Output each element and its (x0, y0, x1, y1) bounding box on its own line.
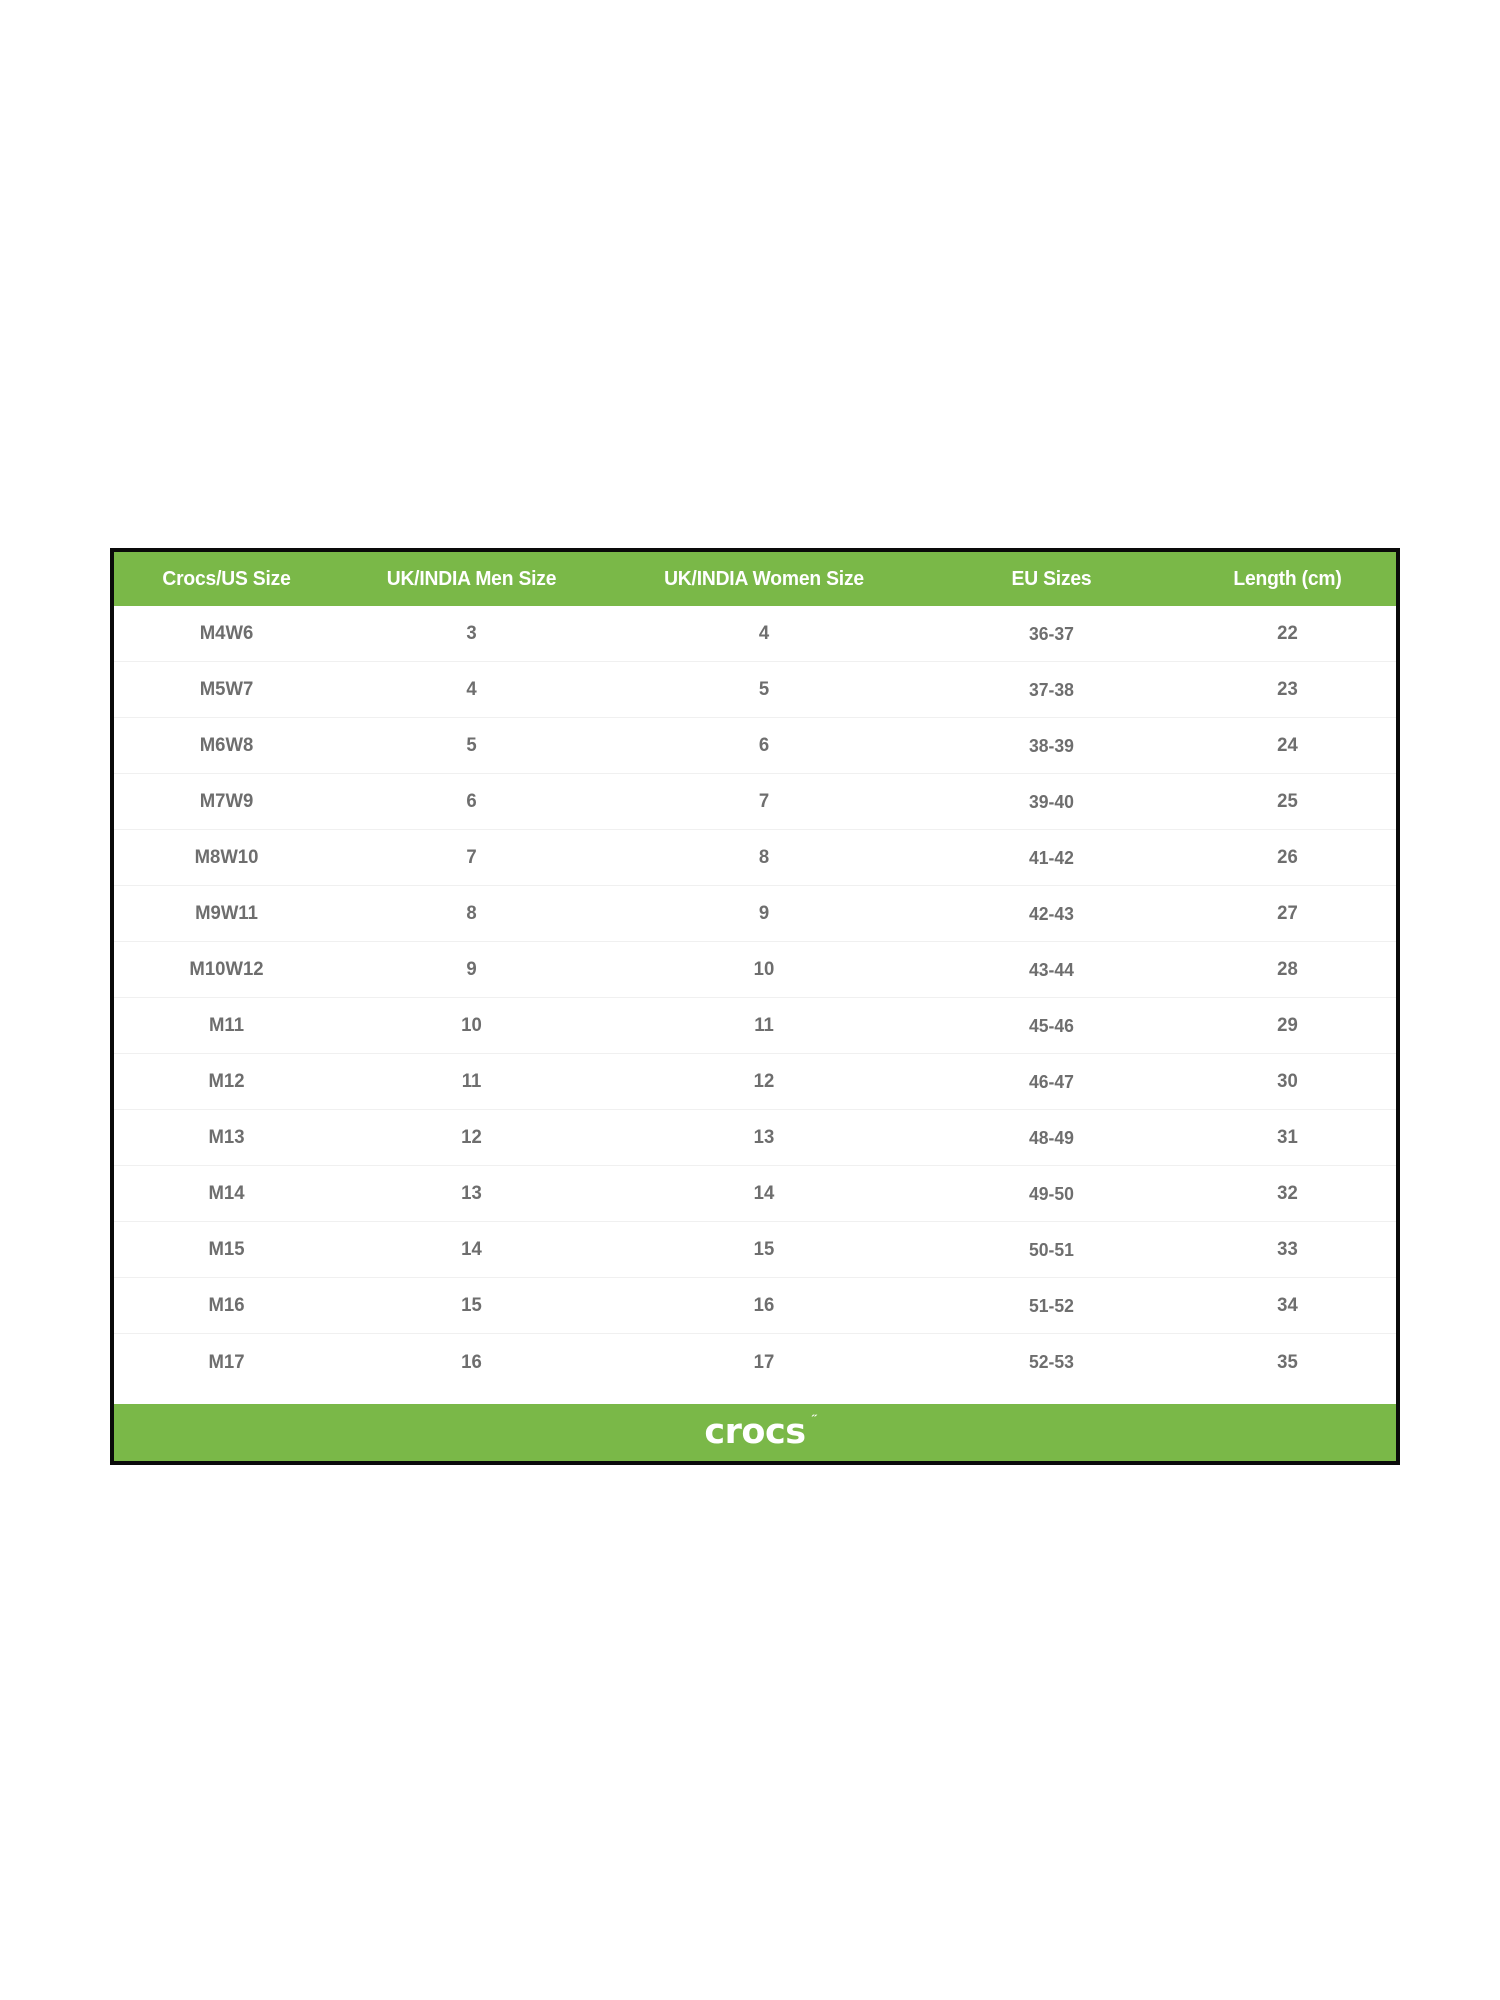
table-row: M11 10 11 45-46 29 (114, 998, 1396, 1054)
column-header-length-cm: Length (cm) (1233, 567, 1342, 590)
table-cell: 6 (466, 790, 477, 812)
table-cell: 17 (753, 1350, 775, 1373)
table-cell: 9 (758, 902, 770, 924)
crocs-logo: crocs ˝ (704, 1412, 816, 1452)
column-header-uk-india-men-size: UK/INDIA Men Size (386, 567, 557, 590)
brand-footer: crocs ˝ (114, 1404, 1396, 1461)
table-cell: 29 (1277, 1014, 1298, 1036)
table-cell: 41-42 (1029, 846, 1074, 868)
table-cell: 8 (758, 846, 770, 868)
table-row: M5W7 4 5 37-38 23 (114, 662, 1396, 718)
table-cell: M10W12 (189, 958, 264, 980)
table-cell: M7W9 (199, 790, 254, 812)
table-cell: 16 (461, 1350, 482, 1373)
trademark-icon: ˝ (812, 1412, 817, 1427)
table-cell: 25 (1277, 790, 1298, 812)
column-header-crocs-us-size: Crocs/US Size (162, 567, 291, 590)
table-header-row: Crocs/US Size UK/INDIA Men Size UK/INDIA… (114, 552, 1396, 606)
table-cell: 11 (461, 1070, 482, 1092)
table-cell: 39-40 (1029, 790, 1074, 812)
table-cell: 33 (1277, 1238, 1298, 1260)
table-cell: M13 (208, 1126, 245, 1148)
table-cell: 4 (466, 678, 477, 700)
table-cell: 32 (1277, 1182, 1298, 1204)
table-cell: 9 (466, 958, 477, 980)
table-row: M13 12 13 48-49 31 (114, 1110, 1396, 1166)
table-cell: 10 (461, 1014, 482, 1036)
table-row: M17 16 17 52-53 35 (114, 1334, 1396, 1390)
table-cell: M14 (208, 1182, 245, 1204)
table-cell: 5 (466, 734, 477, 756)
table-cell: 12 (753, 1070, 775, 1092)
table-cell: M8W10 (194, 846, 259, 868)
table-cell: 8 (466, 902, 477, 924)
table-cell: 22 (1277, 622, 1298, 644)
table-cell: 7 (758, 790, 770, 812)
table-cell: 34 (1277, 1294, 1298, 1316)
table-cell: 31 (1277, 1126, 1298, 1148)
table-cell: 36-37 (1029, 622, 1074, 644)
table-row: M14 13 14 49-50 32 (114, 1166, 1396, 1222)
table-cell: 45-46 (1029, 1014, 1074, 1036)
table-row: M15 14 15 50-51 33 (114, 1222, 1396, 1278)
table-cell: 27 (1277, 902, 1298, 924)
table-row: M4W6 3 4 36-37 22 (114, 606, 1396, 662)
column-header-eu-sizes: EU Sizes (1011, 567, 1092, 590)
table-cell: 52-53 (1029, 1351, 1074, 1372)
table-row: M10W12 9 10 43-44 28 (114, 942, 1396, 998)
table-cell: 35 (1277, 1350, 1298, 1373)
table-cell: 10 (753, 958, 775, 980)
table-row: M9W11 8 9 42-43 27 (114, 886, 1396, 942)
table-row: M8W10 7 8 41-42 26 (114, 830, 1396, 886)
table-body: M4W6 3 4 36-37 22 M5W7 4 5 37-38 23 M6W8 5 6 38-39 24 M… (114, 606, 1396, 1390)
table-cell: M6W8 (199, 734, 254, 756)
table-cell: 26 (1277, 846, 1298, 868)
table-cell: M17 (208, 1350, 245, 1373)
table-row: M7W9 6 7 39-40 25 (114, 774, 1396, 830)
table-cell: 50-51 (1029, 1238, 1074, 1260)
table-body-spacer (114, 1390, 1396, 1404)
table-cell: 42-43 (1029, 902, 1074, 924)
table-row: M6W8 5 6 38-39 24 (114, 718, 1396, 774)
table-cell: 15 (753, 1238, 775, 1260)
table-cell: 28 (1277, 958, 1298, 980)
table-cell: 5 (758, 678, 770, 700)
table-cell: 38-39 (1029, 734, 1074, 756)
crocs-logo-text: crocs (704, 1412, 806, 1452)
table-cell: M9W11 (195, 902, 258, 924)
table-cell: 3 (466, 622, 477, 644)
table-cell: M4W6 (199, 622, 254, 644)
table-cell: 4 (758, 622, 770, 644)
table-cell: 46-47 (1029, 1070, 1074, 1092)
table-cell: M15 (208, 1238, 245, 1260)
table-cell: 16 (753, 1294, 775, 1316)
table-cell: 11 (754, 1014, 774, 1036)
table-cell: 49-50 (1029, 1182, 1074, 1204)
size-chart-card: Crocs/US Size UK/INDIA Men Size UK/INDIA… (110, 548, 1400, 1465)
table-cell: M16 (208, 1294, 245, 1316)
table-cell: 6 (758, 734, 770, 756)
table-cell: 43-44 (1029, 958, 1074, 980)
table-cell: 13 (753, 1126, 775, 1148)
table-cell: 24 (1277, 734, 1298, 756)
table-row: M12 11 12 46-47 30 (114, 1054, 1396, 1110)
table-cell: 12 (461, 1126, 482, 1148)
table-cell: M12 (208, 1070, 245, 1092)
table-cell: 23 (1277, 678, 1298, 700)
column-header-uk-india-women-size: UK/INDIA Women Size (664, 567, 864, 590)
table-cell: 7 (466, 846, 477, 868)
table-cell: 51-52 (1029, 1294, 1074, 1316)
table-cell: 48-49 (1029, 1126, 1074, 1148)
table-cell: 14 (753, 1182, 775, 1204)
table-cell: M5W7 (199, 678, 254, 700)
table-cell: 15 (461, 1294, 482, 1316)
table-cell: 30 (1277, 1070, 1298, 1092)
table-cell: 13 (461, 1182, 482, 1204)
table-cell: 14 (461, 1238, 482, 1260)
table-row: M16 15 16 51-52 34 (114, 1278, 1396, 1334)
table-cell: M11 (208, 1014, 245, 1036)
table-cell: 37-38 (1029, 678, 1074, 700)
